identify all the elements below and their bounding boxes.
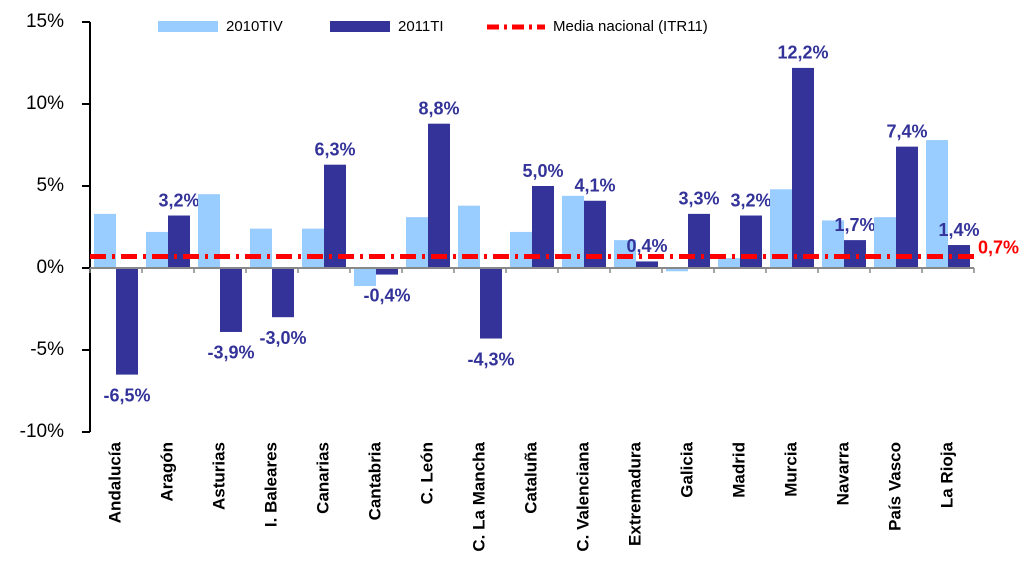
x-tick-label: Murcia [781, 441, 800, 496]
x-tick-label: Madrid [729, 442, 748, 498]
legend-label: 2010TIV [226, 18, 283, 35]
y-tick-label: 10% [26, 93, 64, 114]
x-tick-label: Cataluña [521, 441, 540, 513]
data-label: 0,4% [626, 236, 667, 256]
data-label: -0,4% [363, 285, 410, 305]
bar [480, 268, 502, 339]
bar [770, 189, 792, 268]
bar [428, 123, 450, 269]
bar [146, 231, 168, 268]
bar [220, 268, 242, 332]
x-tick-label: C. León [417, 442, 436, 504]
bar [94, 213, 116, 268]
x-tick-label: Andalucía [105, 441, 124, 523]
data-label: 8,8% [418, 98, 459, 118]
x-tick-label: Extremadura [625, 441, 644, 545]
legend-label: 2011TI [398, 18, 444, 35]
data-label: -3,0% [259, 328, 306, 348]
data-label: 1,7% [834, 215, 875, 235]
bar [584, 200, 606, 268]
x-tick-label: I. Baleares [261, 442, 280, 527]
bar [926, 140, 948, 268]
bar [458, 205, 480, 268]
data-label: -3,9% [207, 343, 254, 363]
bar [688, 213, 710, 268]
bar [666, 268, 688, 272]
x-tick-label: Galicia [677, 441, 696, 497]
bar [324, 164, 346, 268]
x-tick-label: C. Valenciana [573, 441, 592, 551]
x-tick-label: C. La Mancha [469, 441, 488, 551]
y-tick-label: -10% [20, 421, 64, 442]
data-label: 7,4% [886, 121, 927, 141]
data-label: 3,2% [158, 190, 199, 210]
bar [562, 195, 584, 268]
bar [510, 231, 532, 268]
legend-swatch [158, 21, 218, 32]
x-tick-label: Navarra [833, 441, 852, 505]
x-tick-label: Cantabria [365, 441, 384, 520]
bar [250, 228, 272, 268]
bar [116, 268, 138, 375]
reference-label: 0,7% [978, 237, 1019, 257]
y-tick-label: -5% [30, 339, 64, 360]
bar [198, 194, 220, 268]
data-label: 5,0% [522, 161, 563, 181]
bar [168, 215, 190, 268]
legend-swatch [330, 21, 390, 32]
x-tick-label: País Vasco [885, 442, 904, 531]
bar [792, 67, 814, 268]
data-label: 3,3% [678, 189, 719, 209]
x-tick-label: Canarias [313, 442, 332, 514]
x-tick-label: Aragón [157, 442, 176, 502]
bar [302, 228, 324, 268]
bar [844, 240, 866, 268]
bar [272, 268, 294, 318]
x-tick-label: La Rioja [937, 441, 956, 508]
data-label: 1,4% [938, 220, 979, 240]
data-label: 12,2% [777, 43, 828, 63]
bar [896, 146, 918, 268]
data-label: -6,5% [103, 385, 150, 405]
y-tick-label: 15% [26, 11, 64, 32]
legend-label: Media nacional (ITR11) [553, 18, 708, 35]
data-label: 3,2% [730, 190, 771, 210]
bar [874, 217, 896, 268]
bar [740, 215, 762, 268]
y-tick-label: 5% [37, 175, 65, 196]
data-label: -4,3% [467, 349, 514, 369]
bar [354, 268, 376, 287]
bar [718, 258, 740, 268]
bar [376, 268, 398, 275]
data-label: 6,3% [314, 139, 355, 159]
bar [532, 186, 554, 268]
data-label: 4,1% [574, 176, 615, 196]
y-tick-label: 0% [37, 257, 65, 278]
x-tick-label: Asturias [209, 442, 228, 510]
bar [636, 261, 658, 268]
bar [406, 217, 428, 268]
